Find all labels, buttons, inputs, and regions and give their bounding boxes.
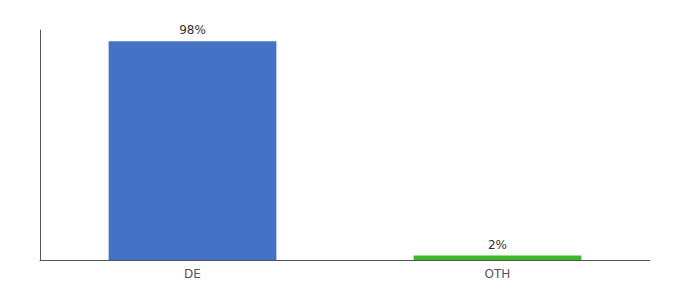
svg-text:OTH: OTH [485, 267, 511, 281]
svg-text:2%: 2% [488, 238, 507, 252]
svg-text:DE: DE [184, 267, 201, 281]
svg-text:98%: 98% [179, 23, 206, 37]
